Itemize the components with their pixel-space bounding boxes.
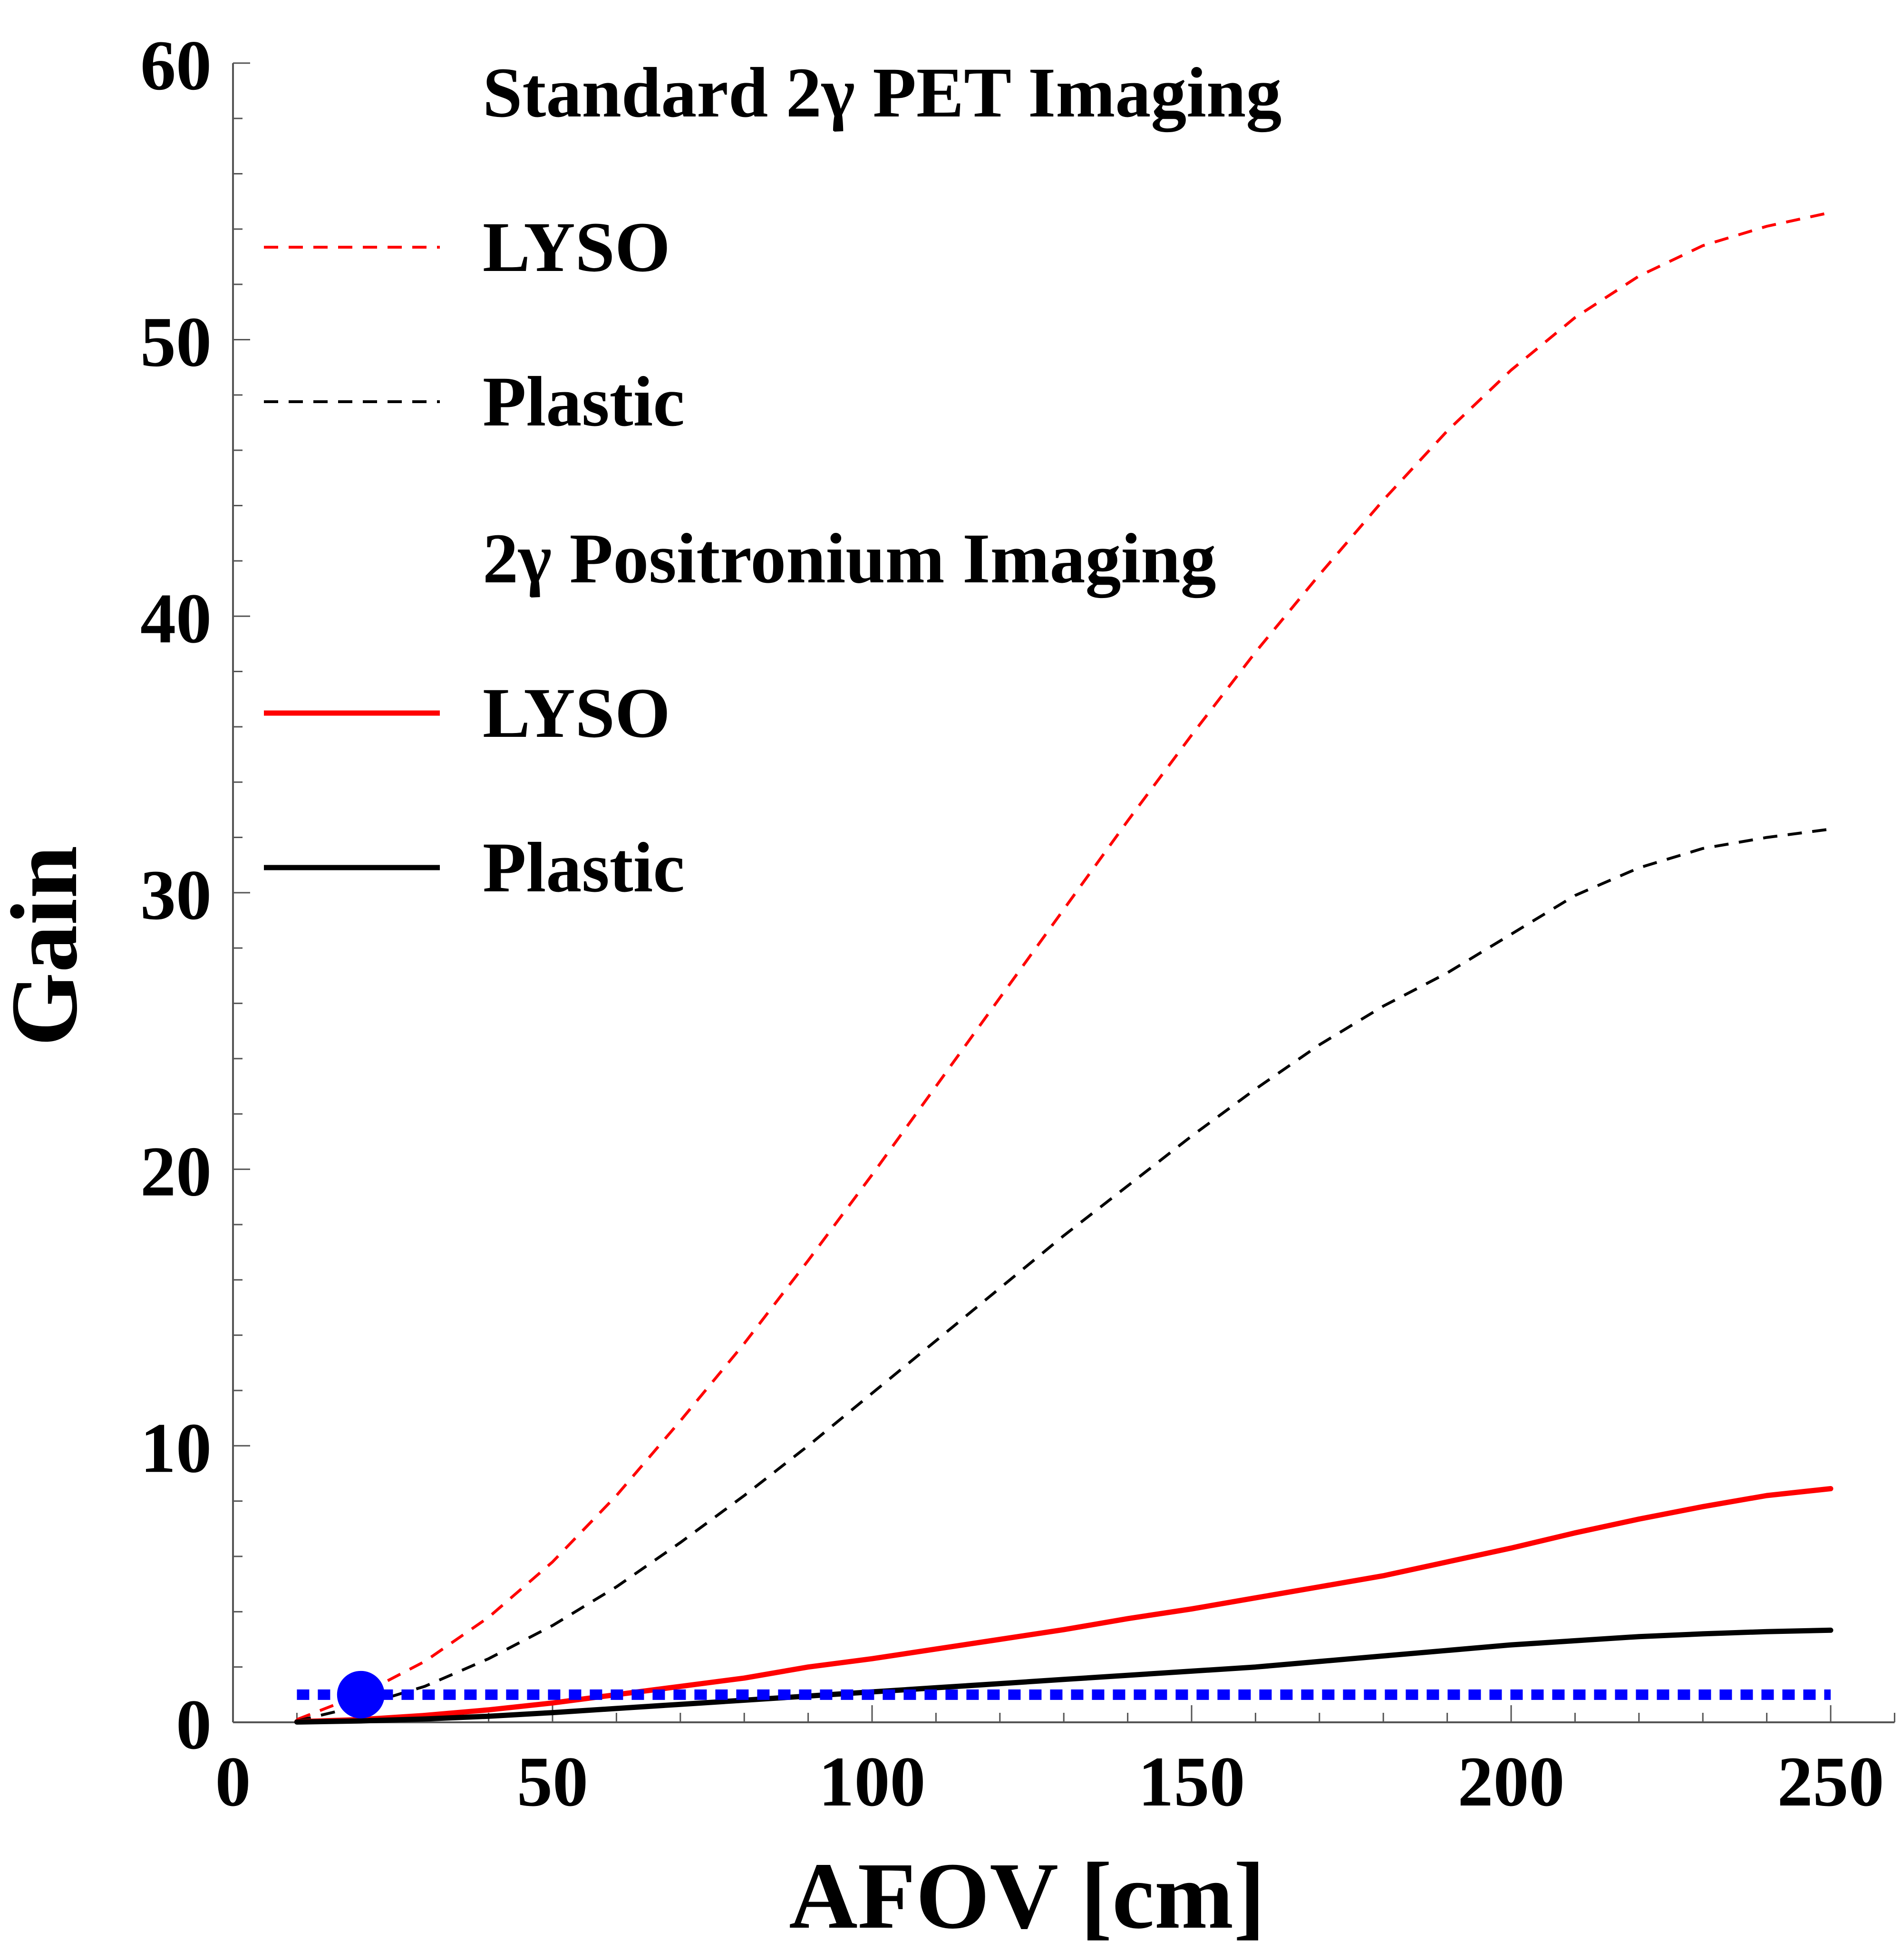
x-tick-label: 150 (1138, 1742, 1245, 1821)
current-afov-marker (337, 1670, 385, 1719)
x-axis-title: AFOV [cm] (789, 1844, 1265, 1949)
tick-labels: 0 50 100 150 200 250 0 10 20 30 40 50 60 (140, 26, 1884, 1821)
x-tick-label: 50 (517, 1742, 588, 1821)
axes (232, 62, 1895, 1723)
x-tick-label: 100 (819, 1742, 926, 1821)
series-lyso-positronium-line (294, 1486, 1834, 1725)
series-lines (294, 211, 1834, 1725)
y-tick-label: 10 (140, 1409, 212, 1487)
series-plastic-positronium-line (294, 1627, 1834, 1725)
x-tick-label: 0 (215, 1742, 251, 1821)
y-tick-label: 60 (140, 26, 212, 105)
legend-entry-label: LYSO (483, 208, 670, 287)
y-tick-label: 0 (176, 1685, 212, 1764)
y-tick-label: 30 (140, 856, 212, 935)
legend: Standard 2γ PET Imaging LYSO Plastic 2γ Pos… (264, 53, 1281, 907)
series-plastic-standard-pet-line (296, 828, 1831, 1723)
y-tick-label: 20 (140, 1132, 212, 1211)
y-axis-title: Gain (0, 846, 97, 1046)
y-tick-label: 50 (140, 303, 212, 382)
series-lyso-standard-pet-line (296, 211, 1831, 1721)
legend-entry-label: LYSO (483, 674, 670, 753)
x-tick-label: 250 (1777, 1742, 1884, 1821)
legend-entry-label: Plastic (483, 828, 685, 907)
y-tick-label: 40 (140, 579, 212, 658)
legend-group-heading: 2γ Positronium Imaging (483, 519, 1216, 598)
legend-entry-label: Plastic (483, 362, 685, 441)
x-tick-label: 200 (1458, 1742, 1565, 1821)
reference-layer (297, 1670, 1831, 1719)
legend-group-heading: Standard 2γ PET Imaging (483, 53, 1281, 132)
